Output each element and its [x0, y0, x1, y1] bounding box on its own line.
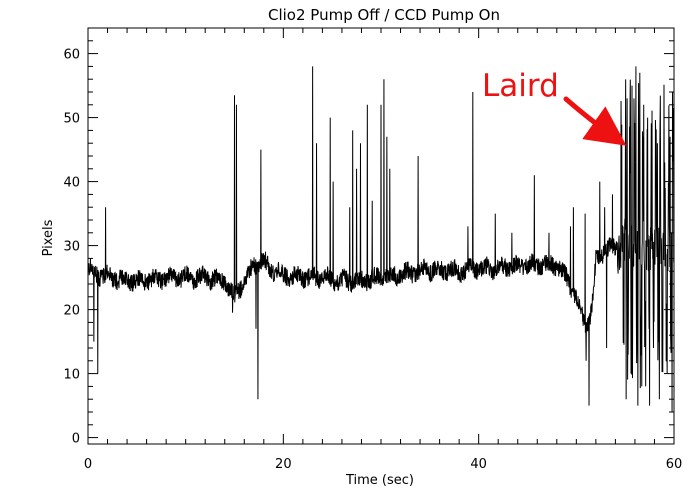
minor-ticks [88, 28, 674, 444]
tick-labels: 0 20 40 60 0 10 20 30 40 50 60 [63, 48, 682, 472]
annotation-arrow [563, 96, 627, 146]
y-axis-label: Pixels [41, 219, 56, 256]
y-tick-label: 20 [63, 304, 80, 319]
series-line [87, 66, 675, 413]
y-tick-label: 50 [63, 112, 80, 127]
x-axis-label: Time (sec) [345, 473, 414, 488]
y-tick-label: 0 [72, 432, 80, 447]
laird-annotation: Laird [482, 68, 559, 104]
x-tick-label: 0 [84, 457, 92, 472]
y-tick-label: 30 [63, 240, 80, 255]
x-tick-label: 40 [470, 457, 487, 472]
y-tick-label: 40 [63, 176, 80, 191]
y-tick-label: 60 [63, 48, 80, 63]
x-tick-label: 20 [275, 457, 292, 472]
y-tick-label: 10 [63, 368, 80, 383]
chart-title: Clio2 Pump Off / CCD Pump On [268, 6, 500, 24]
x-tick-label: 60 [666, 457, 683, 472]
